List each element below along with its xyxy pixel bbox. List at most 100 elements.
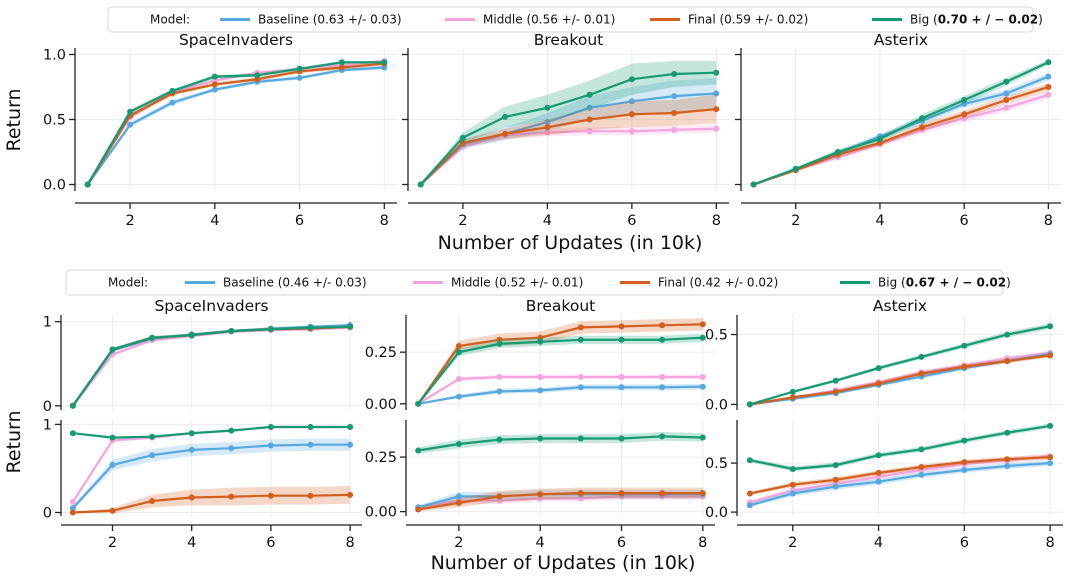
data-point-big (267, 424, 274, 430)
data-point-final (338, 64, 345, 71)
data-point-big (586, 91, 593, 98)
legend-label-middle: Middle (0.56 +/- 0.01) (483, 13, 615, 27)
data-point-big (502, 113, 509, 120)
data-point-final (918, 464, 925, 470)
data-point-big (832, 462, 839, 469)
series-baseline (746, 460, 1054, 509)
data-point-baseline (127, 121, 134, 128)
data-point-final (628, 111, 635, 118)
data-point-baseline (149, 452, 156, 459)
data-point-final (496, 336, 503, 343)
x-tick-label: 2 (125, 213, 134, 229)
line-middle (419, 127, 717, 186)
legend-box (65, 269, 1004, 296)
line-final (753, 85, 1049, 186)
legend-label-text: Big ( (910, 13, 938, 27)
data-point-baseline (347, 441, 354, 448)
data-point-big (1004, 331, 1011, 338)
line-big (749, 325, 1051, 406)
x-axis-label: Number of Updates (in 10k) (438, 232, 703, 254)
error-band-final (418, 318, 703, 404)
series-middle (417, 124, 720, 188)
data-point-final (713, 106, 720, 113)
data-point-baseline (188, 446, 195, 453)
data-point-middle (618, 374, 625, 380)
error-band-middle (420, 124, 717, 185)
legend-bold-value: 0.70 + / − 0.02 (938, 13, 1038, 27)
data-point-big (746, 401, 753, 408)
panel-2-breakout: 0.00 0.25 Breakout (365, 297, 715, 413)
data-point-baseline (671, 93, 678, 100)
data-point-final (919, 124, 926, 131)
legend-label-text: Final (0.42 +/- 0.02) (658, 276, 778, 290)
series-big (746, 323, 1054, 408)
series-big (84, 59, 388, 188)
series-baseline (69, 438, 354, 512)
data-point-big (918, 353, 925, 360)
data-point-big (169, 87, 176, 94)
data-point-big (84, 181, 91, 188)
legend-label-suffix: ) (1006, 276, 1011, 290)
series-big (69, 323, 354, 409)
x-tick-label: 4 (874, 535, 883, 551)
y-tick-label: 1 (43, 315, 52, 331)
data-point-big (789, 466, 796, 472)
data-point-big (188, 430, 195, 437)
series-final (69, 486, 354, 516)
data-point-middle (455, 376, 462, 382)
data-point-final (918, 370, 925, 377)
data-point-final (1047, 352, 1054, 359)
data-point-big (961, 437, 968, 444)
panel-1-spaceinvaders: 0.0 0.5 1.0 2 4 6 8 SpaceInvaders (43, 31, 397, 229)
data-point-baseline (69, 505, 76, 512)
data-point-baseline (699, 383, 706, 390)
data-point-baseline (228, 445, 235, 452)
data-point-big (1004, 429, 1011, 436)
data-point-middle (537, 374, 544, 380)
panel-title: SpaceInvaders (154, 297, 268, 315)
error-band-big (418, 333, 703, 404)
data-point-middle (1003, 104, 1010, 111)
data-point-big (347, 323, 354, 330)
data-point-big (496, 436, 503, 443)
x-tick-label: 4 (536, 535, 545, 551)
data-point-big (628, 76, 635, 83)
data-point-baseline (1045, 73, 1052, 80)
y-axis-label: Return (3, 410, 25, 473)
data-point-middle (544, 129, 551, 136)
data-point-final (961, 363, 968, 370)
legend-label-big: Big (0.70 + / − 0.02) (910, 13, 1043, 27)
data-point-baseline (455, 493, 462, 500)
data-point-final (502, 130, 509, 137)
x-tick-label: 2 (454, 535, 463, 551)
data-point-baseline (832, 483, 839, 490)
line-big (749, 424, 1051, 471)
error-band-baseline (418, 383, 703, 404)
data-point-baseline (918, 471, 925, 478)
legend-label-text: Middle (0.52 +/- 0.01) (451, 276, 583, 290)
data-point-final (577, 324, 584, 331)
data-point-baseline (1004, 463, 1011, 469)
error-band-baseline (72, 323, 351, 406)
x-tick-label: 2 (791, 213, 800, 229)
x-tick-label: 6 (960, 535, 969, 551)
legend-label-baseline: Baseline (0.46 +/- 0.03) (223, 276, 367, 290)
data-point-big (1047, 323, 1054, 330)
data-point-baseline (961, 467, 968, 473)
series-big (746, 422, 1054, 472)
data-point-final (537, 334, 544, 341)
data-point-final (1004, 358, 1011, 365)
data-point-big (537, 435, 544, 442)
data-point-baseline (659, 384, 666, 391)
x-tick-label: 4 (210, 213, 219, 229)
line-final (86, 62, 385, 186)
data-point-big (789, 388, 796, 395)
data-point-final (109, 507, 116, 514)
data-point-big (577, 435, 584, 442)
series-final (746, 454, 1054, 497)
data-point-baseline (1047, 460, 1054, 467)
line-baseline (749, 462, 1051, 507)
x-tick-label: 2 (108, 535, 117, 551)
legend-label-suffix: ) (1038, 13, 1043, 27)
data-point-final (961, 111, 968, 118)
